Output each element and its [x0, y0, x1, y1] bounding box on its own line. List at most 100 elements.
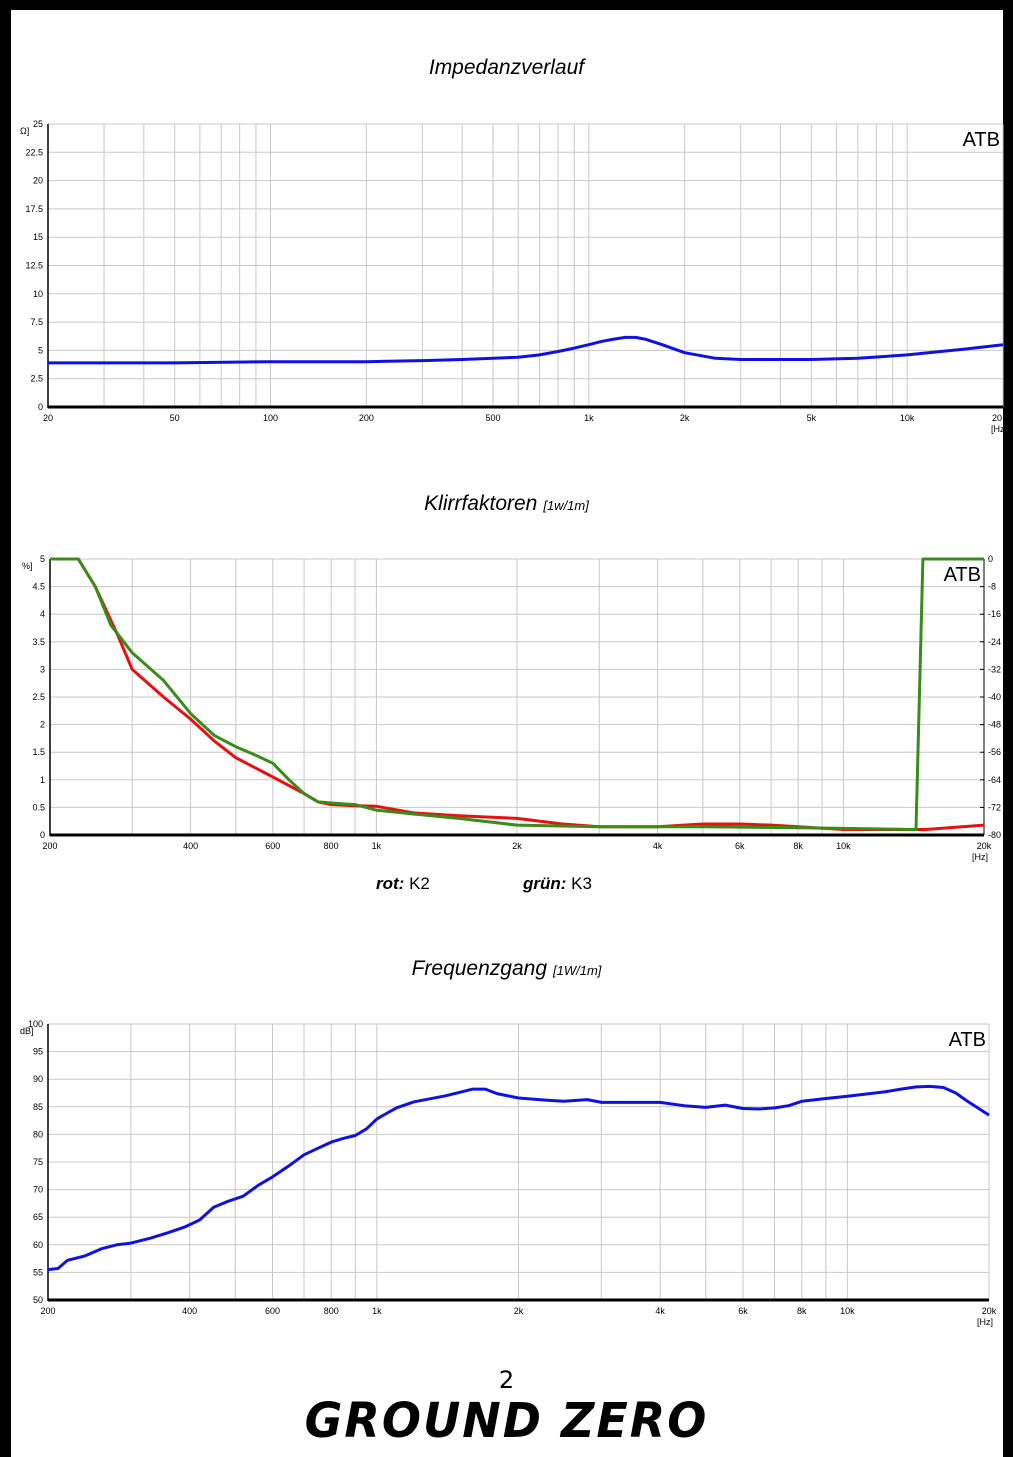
y-tick-label: 80 [33, 1129, 43, 1139]
x-tick-label: 600 [265, 841, 280, 851]
y-tick-label: 20 [33, 176, 43, 186]
y2-tick-label: -32 [988, 664, 1001, 674]
y-tick-label: 1.5 [32, 747, 45, 757]
y-tick-label: 70 [33, 1185, 43, 1195]
chart-title-distortion: Klirrfaktoren [1w/1m] [0, 492, 1013, 516]
y-tick-label: 0.5 [32, 802, 45, 812]
y2-tick-label: -8 [988, 582, 996, 592]
x-tick-label: 8k [793, 841, 803, 851]
y-tick-label: 7.5 [30, 317, 43, 327]
y-axis-unit-label: Ω] [20, 126, 29, 136]
y-tick-label: 1 [40, 775, 45, 785]
x-tick-label: 2k [514, 1306, 524, 1316]
legend-k2: rot: K2 [376, 874, 430, 894]
y-tick-label: 2.5 [30, 374, 43, 384]
x-tick-label: 800 [324, 841, 339, 851]
x-tick-label: 100 [263, 413, 278, 423]
frame-right-border [1003, 0, 1013, 1457]
x-tick-label: 400 [183, 841, 198, 851]
x-tick-label: 6k [738, 1306, 748, 1316]
x-tick-label: 1k [372, 1306, 382, 1316]
legend-k2-value: K2 [409, 874, 430, 893]
y-tick-label: 75 [33, 1157, 43, 1167]
y-tick-label: 25 [33, 119, 43, 129]
y-tick-label: 5 [38, 345, 43, 355]
legend-k3: grün: K3 [523, 874, 592, 894]
atb-watermark: ATB [944, 564, 981, 586]
y-tick-label: 85 [33, 1102, 43, 1112]
y-tick-label: 65 [33, 1212, 43, 1222]
x-tick-label: 500 [485, 413, 500, 423]
brand-logo: GROUND ZERO [304, 1391, 709, 1449]
y-tick-label: 10 [33, 289, 43, 299]
y2-tick-label: -64 [988, 775, 1001, 785]
x-tick-label: 2k [680, 413, 690, 423]
x-tick-label: 20 [43, 413, 53, 423]
x-tick-label: 600 [265, 1306, 280, 1316]
page-number: 2 [498, 1366, 515, 1394]
x-tick-label: 4k [653, 841, 663, 851]
x-tick-label: 1k [372, 841, 382, 851]
legend-k3-label: grün: [523, 874, 567, 893]
y-tick-label: 95 [33, 1047, 43, 1057]
x-tick-label: 10k [840, 1306, 855, 1316]
x-tick-label: 400 [182, 1306, 197, 1316]
x-tick-label: 50 [170, 413, 180, 423]
y-tick-label: 2 [40, 720, 45, 730]
y-tick-label: 0 [38, 402, 43, 412]
x-axis-unit-label: [Hz] [991, 424, 1007, 434]
chart-title-frequency: Frequenzgang [1W/1m] [0, 957, 1013, 981]
x-tick-label: 10k [836, 841, 851, 851]
x-tick-label: 200 [42, 841, 57, 851]
y-tick-label: 17.5 [25, 204, 43, 214]
y-tick-label: 4.5 [32, 582, 45, 592]
y2-tick-label: -40 [988, 692, 1001, 702]
chart-title-text: Impedanzverlauf [428, 56, 585, 79]
y2-tick-label: -80 [988, 830, 1001, 840]
y-tick-label: 60 [33, 1240, 43, 1250]
x-tick-label: 20k [982, 1306, 997, 1316]
x-tick-label: 20 [992, 413, 1002, 423]
frame-top-border [0, 0, 1013, 10]
y-tick-label: 50 [33, 1295, 43, 1305]
series-line-0-0 [48, 335, 1004, 365]
x-tick-label: 20k [977, 841, 992, 851]
y-tick-label: 2.5 [32, 692, 45, 702]
x-tick-label: 5k [807, 413, 817, 423]
x-tick-label: 200 [359, 413, 374, 423]
y-axis-unit-label: %] [22, 561, 33, 571]
x-tick-label: 2k [512, 841, 522, 851]
atb-watermark: ATB [949, 1029, 986, 1051]
y-tick-label: 100 [28, 1019, 43, 1029]
atb-watermark: ATB [963, 129, 1000, 151]
chart-subtitle-text: [1W/1m] [553, 963, 602, 978]
y-tick-label: 15 [33, 232, 43, 242]
y-tick-label: 3 [40, 664, 45, 674]
y-tick-label: 5 [40, 554, 45, 564]
chart-subtitle-text: [1w/1m] [543, 498, 589, 513]
series-line-k3 [50, 557, 984, 831]
x-tick-label: 6k [735, 841, 745, 851]
y2-tick-label: -56 [988, 747, 1001, 757]
y-tick-label: 22.5 [25, 147, 43, 157]
x-tick-label: 200 [40, 1306, 55, 1316]
y2-tick-label: -16 [988, 609, 1001, 619]
y-tick-label: 90 [33, 1074, 43, 1084]
legend-k3-value: K3 [571, 874, 592, 893]
y-tick-label: 3.5 [32, 637, 45, 647]
chart-title-text: Klirrfaktoren [424, 492, 538, 515]
x-axis-unit-label: [Hz] [972, 852, 988, 862]
x-tick-label: 1k [584, 413, 594, 423]
x-tick-label: 4k [655, 1306, 665, 1316]
x-tick-label: 10k [900, 413, 915, 423]
y-tick-label: 4 [40, 609, 45, 619]
x-axis-unit-label: [Hz] [977, 1317, 993, 1327]
x-tick-label: 8k [797, 1306, 807, 1316]
y2-tick-label: -72 [988, 802, 1001, 812]
y-tick-label: 12.5 [25, 261, 43, 271]
chart-title-impedance: Impedanzverlauf [0, 56, 1013, 80]
y-tick-label: 55 [33, 1267, 43, 1277]
legend-k2-label: rot: [376, 874, 405, 893]
x-tick-label: 800 [324, 1306, 339, 1316]
y2-tick-label: -48 [988, 720, 1001, 730]
